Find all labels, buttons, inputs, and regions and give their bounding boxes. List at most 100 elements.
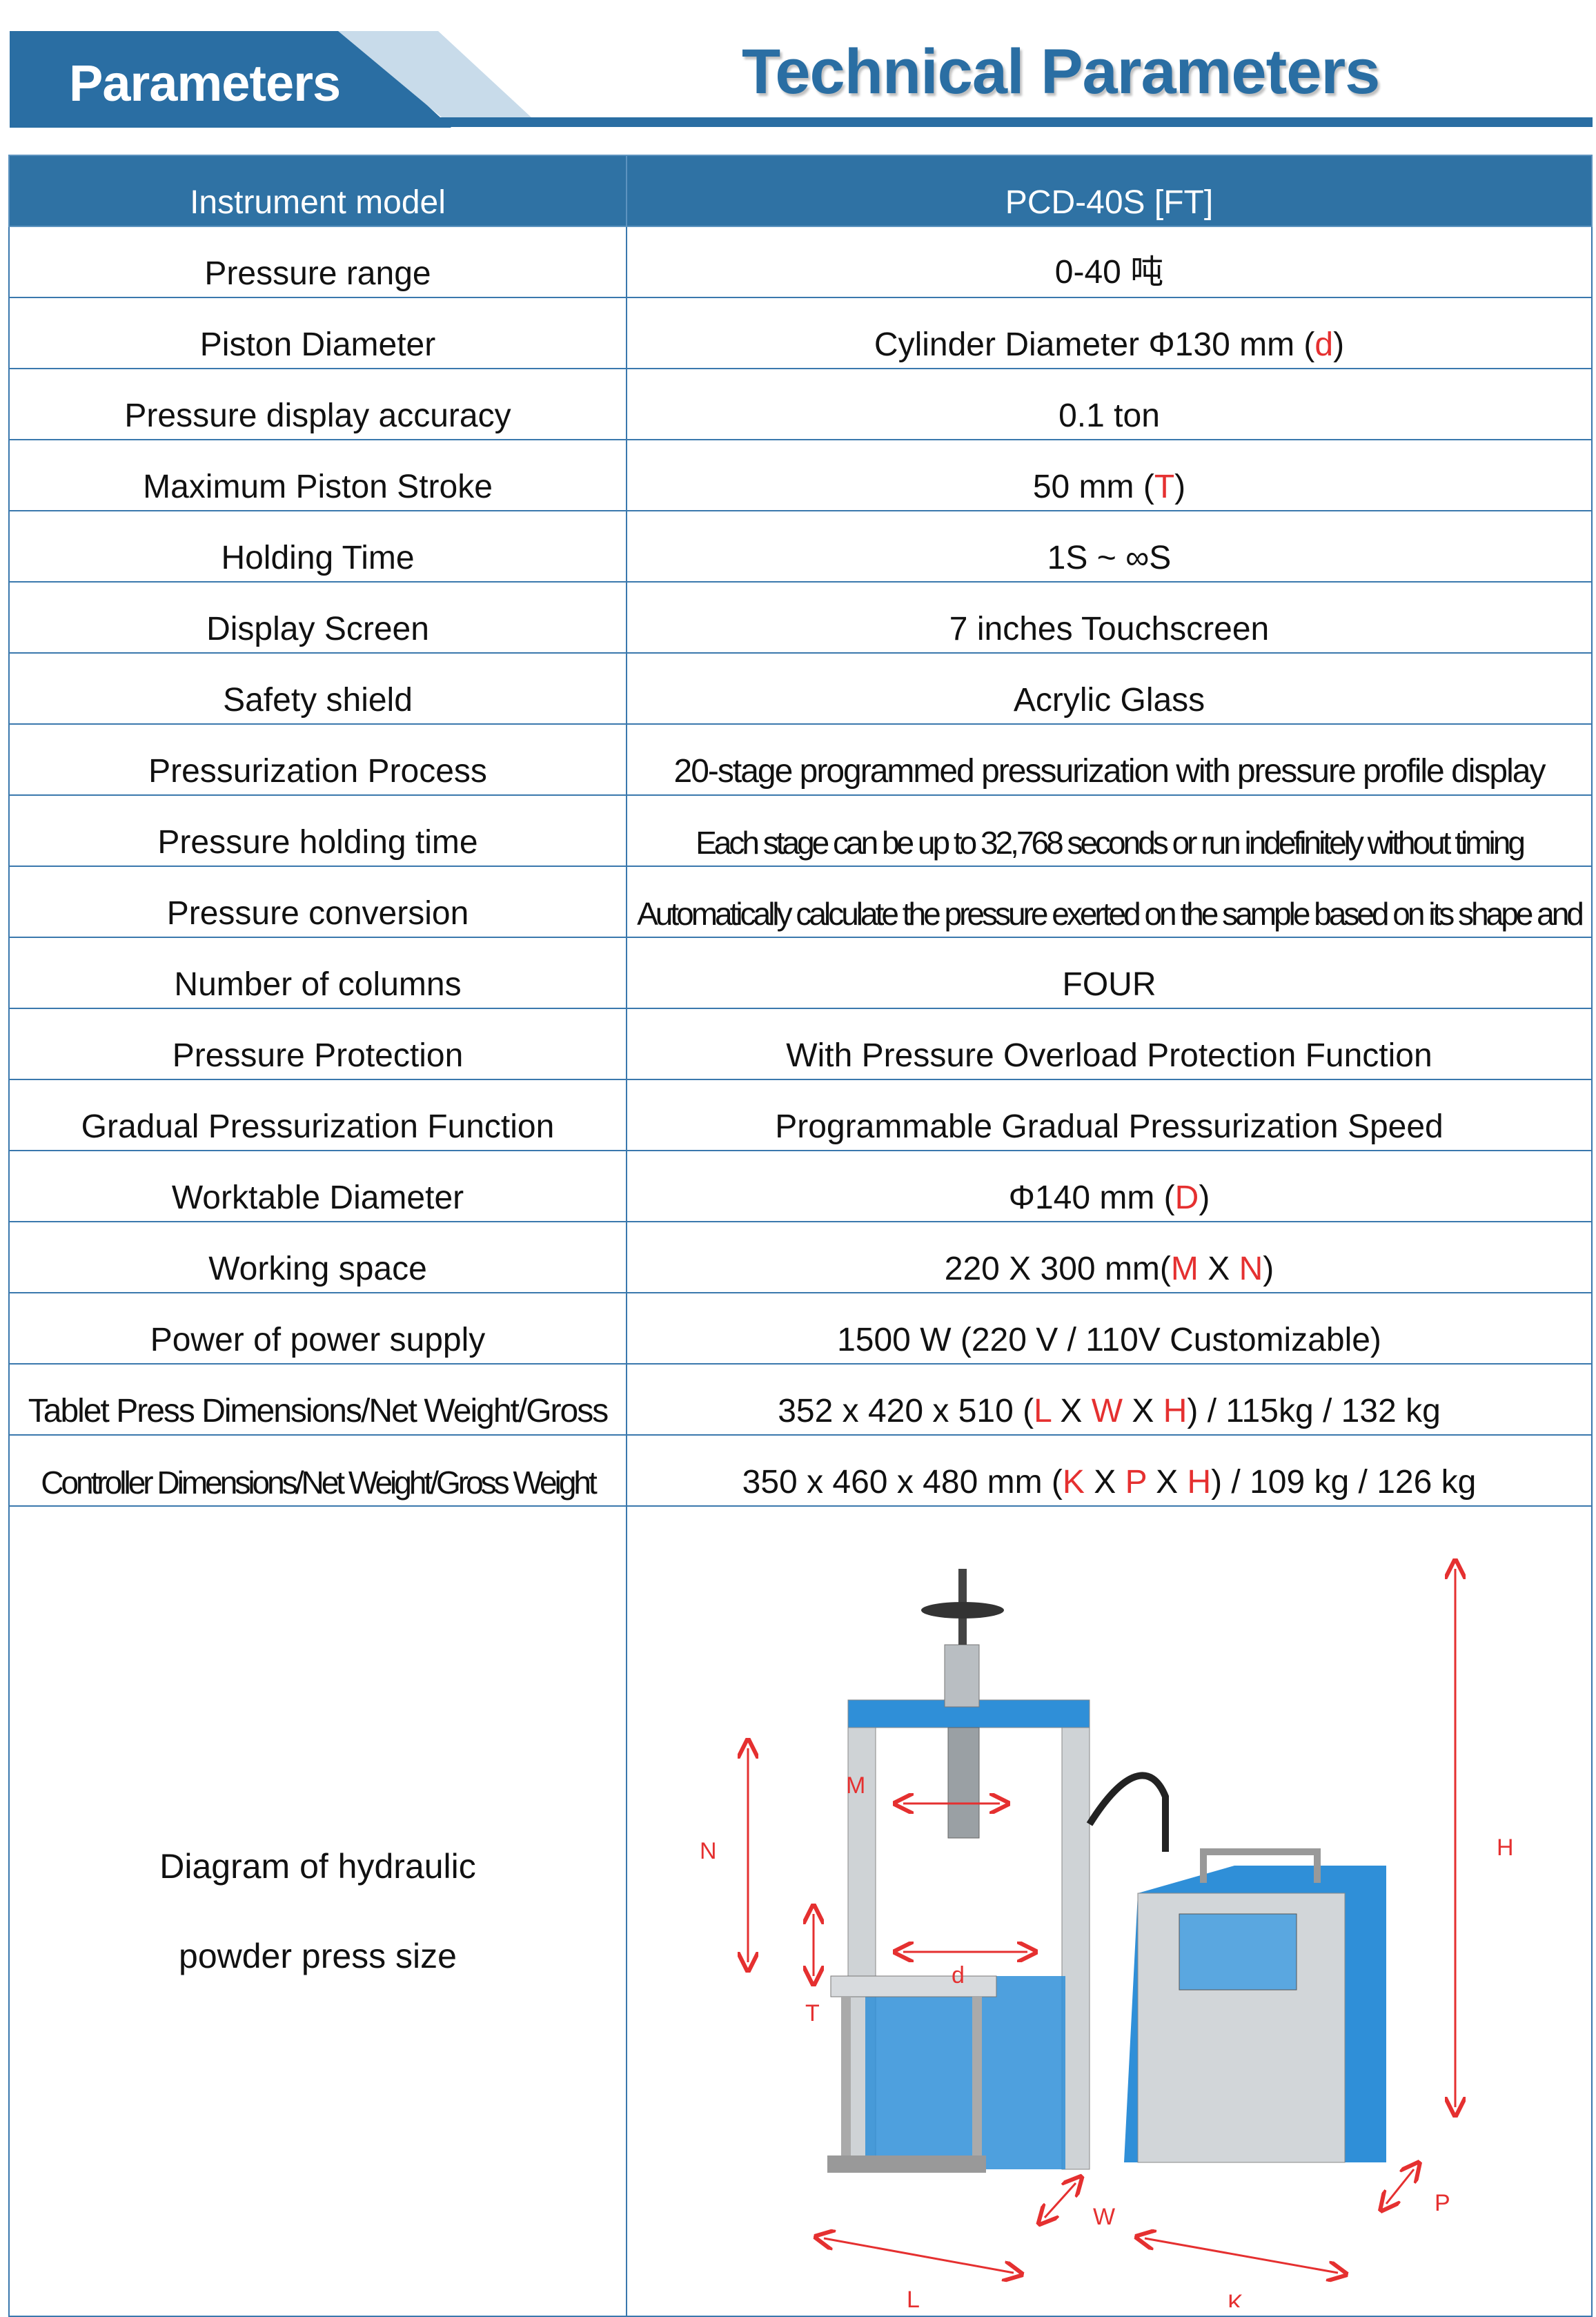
param-label: Pressure conversion <box>8 866 627 938</box>
value-text: 352 x 420 x 510 ( <box>778 1393 1034 1429</box>
value-text: Acrylic Glass <box>1013 682 1205 718</box>
param-label: Gradual Pressurization Function <box>8 1079 627 1151</box>
value-text: ) <box>1263 1251 1274 1287</box>
dim-label-k: K <box>1228 2290 1243 2307</box>
table-row: Holding Time 1S ~ ∞S <box>8 510 1593 583</box>
table-row: Safety shield Acrylic Glass <box>8 652 1593 725</box>
param-value: Each stage can be up to 32,768 seconds o… <box>626 794 1593 867</box>
dim-label-l: L <box>907 2287 920 2307</box>
value-text: Automatically calculate the pressure exe… <box>637 896 1584 932</box>
table-row: Pressure display accuracy 0.1 ton <box>8 368 1593 440</box>
param-value: 0.1 ton <box>626 368 1593 440</box>
value-text: PCD-40S [FT] <box>1005 184 1214 221</box>
param-label: Display Screen <box>8 581 627 654</box>
value-text: 0.1 ton <box>1058 398 1160 434</box>
param-value: Programmable Gradual Pressurization Spee… <box>626 1079 1593 1151</box>
param-value: Acrylic Glass <box>626 652 1593 725</box>
dimension-letter: P <box>1125 1464 1147 1500</box>
param-label: Tablet Press Dimensions/Net Weight/Gross <box>8 1363 627 1436</box>
param-value: Cylinder Diameter Φ130 mm (d) <box>626 297 1593 369</box>
param-value: Φ140 mm (D) <box>626 1150 1593 1222</box>
diagram-row: Diagram of hydraulic powder press size N … <box>8 1505 1593 2317</box>
value-text: ) <box>1333 326 1345 363</box>
param-value: 220 X 300 mm(M X N) <box>626 1221 1593 1293</box>
param-label: Pressure range <box>8 226 627 298</box>
dimension-letter: d <box>1314 326 1334 363</box>
dimension-letter: L <box>1034 1393 1052 1429</box>
param-value: 7 inches Touchscreen <box>626 581 1593 654</box>
param-label: Working space <box>8 1221 627 1293</box>
param-value: 1500 W (220 V / 110V Customizable) <box>626 1292 1593 1365</box>
header-label: Instrument model <box>8 155 627 227</box>
page-title: Technical Parameters <box>742 37 1380 107</box>
table-row: Power of power supply 1500 W (220 V / 110… <box>8 1292 1593 1365</box>
dim-label-w: W <box>1093 2204 1115 2230</box>
table-header-row: Instrument model PCD-40S [FT] <box>8 155 1593 227</box>
diagram-cell: N M T d W L K P H <box>626 1505 1593 2317</box>
value-text: 1S ~ ∞S <box>1047 540 1172 576</box>
value-text: X <box>1123 1393 1163 1429</box>
dimension-letter: N <box>1239 1251 1263 1287</box>
dim-label-t: T <box>805 2000 820 2026</box>
table-row: Number of columns FOUR <box>8 937 1593 1009</box>
table-row: Piston Diameter Cylinder Diameter Φ130 mm… <box>8 297 1593 369</box>
dimension-letter: K <box>1062 1464 1085 1500</box>
dimension-letter: H <box>1163 1393 1188 1429</box>
param-label: Pressure display accuracy <box>8 368 627 440</box>
param-label: Pressurization Process <box>8 723 627 796</box>
table-row: Display Screen 7 inches Touchscreen <box>8 581 1593 654</box>
param-value: 1S ~ ∞S <box>626 510 1593 583</box>
table-row: Gradual Pressurization Function Programma… <box>8 1079 1593 1151</box>
dimension-letter: T <box>1154 469 1175 505</box>
param-label: Controller Dimensions/Net Weight/Gross W… <box>8 1434 627 1507</box>
dim-label-d: d <box>952 1962 965 1988</box>
value-text: X <box>1084 1464 1125 1500</box>
value-text: 50 mm ( <box>1032 469 1154 505</box>
param-label: Worktable Diameter <box>8 1150 627 1222</box>
value-text: X <box>1051 1393 1092 1429</box>
press-diagram: N M T d W L K P H <box>700 1507 1514 2315</box>
value-text: Programmable Gradual Pressurization Spee… <box>775 1108 1444 1145</box>
value-text: ) <box>1174 469 1186 505</box>
value-text: ) / 115kg / 132 kg <box>1187 1393 1441 1429</box>
param-value: 352 x 420 x 510 (L X W X H) / 115kg / 13… <box>626 1363 1593 1436</box>
section-tag: Parameters <box>69 55 341 112</box>
param-label: Safety shield <box>8 652 627 725</box>
value-text: With Pressure Overload Protection Functi… <box>786 1037 1432 1074</box>
dim-label-m: M <box>846 1772 865 1799</box>
page-header: Parameters Technical Parameters <box>0 0 1596 138</box>
table-row: Working space 220 X 300 mm(M X N) <box>8 1221 1593 1293</box>
value-text: 220 X 300 mm( <box>944 1251 1171 1287</box>
table-row: Worktable Diameter Φ140 mm (D) <box>8 1150 1593 1222</box>
parameters-table: Instrument model PCD-40S [FT] Pressure r… <box>8 155 1593 2317</box>
table-row: Controller Dimensions/Net Weight/Gross W… <box>8 1434 1593 1507</box>
dim-label-p: P <box>1435 2190 1450 2216</box>
param-label: Number of columns <box>8 937 627 1009</box>
controller-illustration <box>1124 1848 1386 2163</box>
param-value: Automatically calculate the pressure exe… <box>626 866 1593 938</box>
dimension-letter: H <box>1187 1464 1212 1500</box>
dimension-letter: M <box>1170 1251 1199 1287</box>
table-row: Maximum Piston Stroke 50 mm (T) <box>8 439 1593 511</box>
diagram-label-line1: Diagram of hydraulic <box>159 1847 476 1886</box>
param-value: With Pressure Overload Protection Functi… <box>626 1008 1593 1080</box>
param-value: FOUR <box>626 937 1593 1009</box>
table-row: Pressure conversion Automatically calcula… <box>8 866 1593 938</box>
value-text: 0-40 吨 <box>1054 254 1164 291</box>
param-label: Holding Time <box>8 510 627 583</box>
param-label: Power of power supply <box>8 1292 627 1365</box>
value-text: FOUR <box>1062 966 1156 1003</box>
press-illustration <box>827 1569 1169 2173</box>
dim-label-n: N <box>700 1838 717 1864</box>
table-row: Pressure range 0-40 吨 <box>8 226 1593 298</box>
value-text: 7 inches Touchscreen <box>949 611 1270 647</box>
diagram-label-line2: powder press size <box>179 1937 457 1975</box>
table-row: Pressure Protection With Pressure Overloa… <box>8 1008 1593 1080</box>
value-text: X <box>1146 1464 1188 1500</box>
table-row: Pressurization Process 20-stage programme… <box>8 723 1593 796</box>
value-text: ) <box>1199 1180 1210 1216</box>
value-text: Cylinder Diameter Φ130 mm ( <box>874 326 1315 363</box>
value-text: Φ140 mm ( <box>1008 1180 1175 1216</box>
param-value: 350 x 460 x 480 mm (K X P X H) / 109 kg … <box>626 1434 1593 1507</box>
header-rule <box>10 117 1593 127</box>
